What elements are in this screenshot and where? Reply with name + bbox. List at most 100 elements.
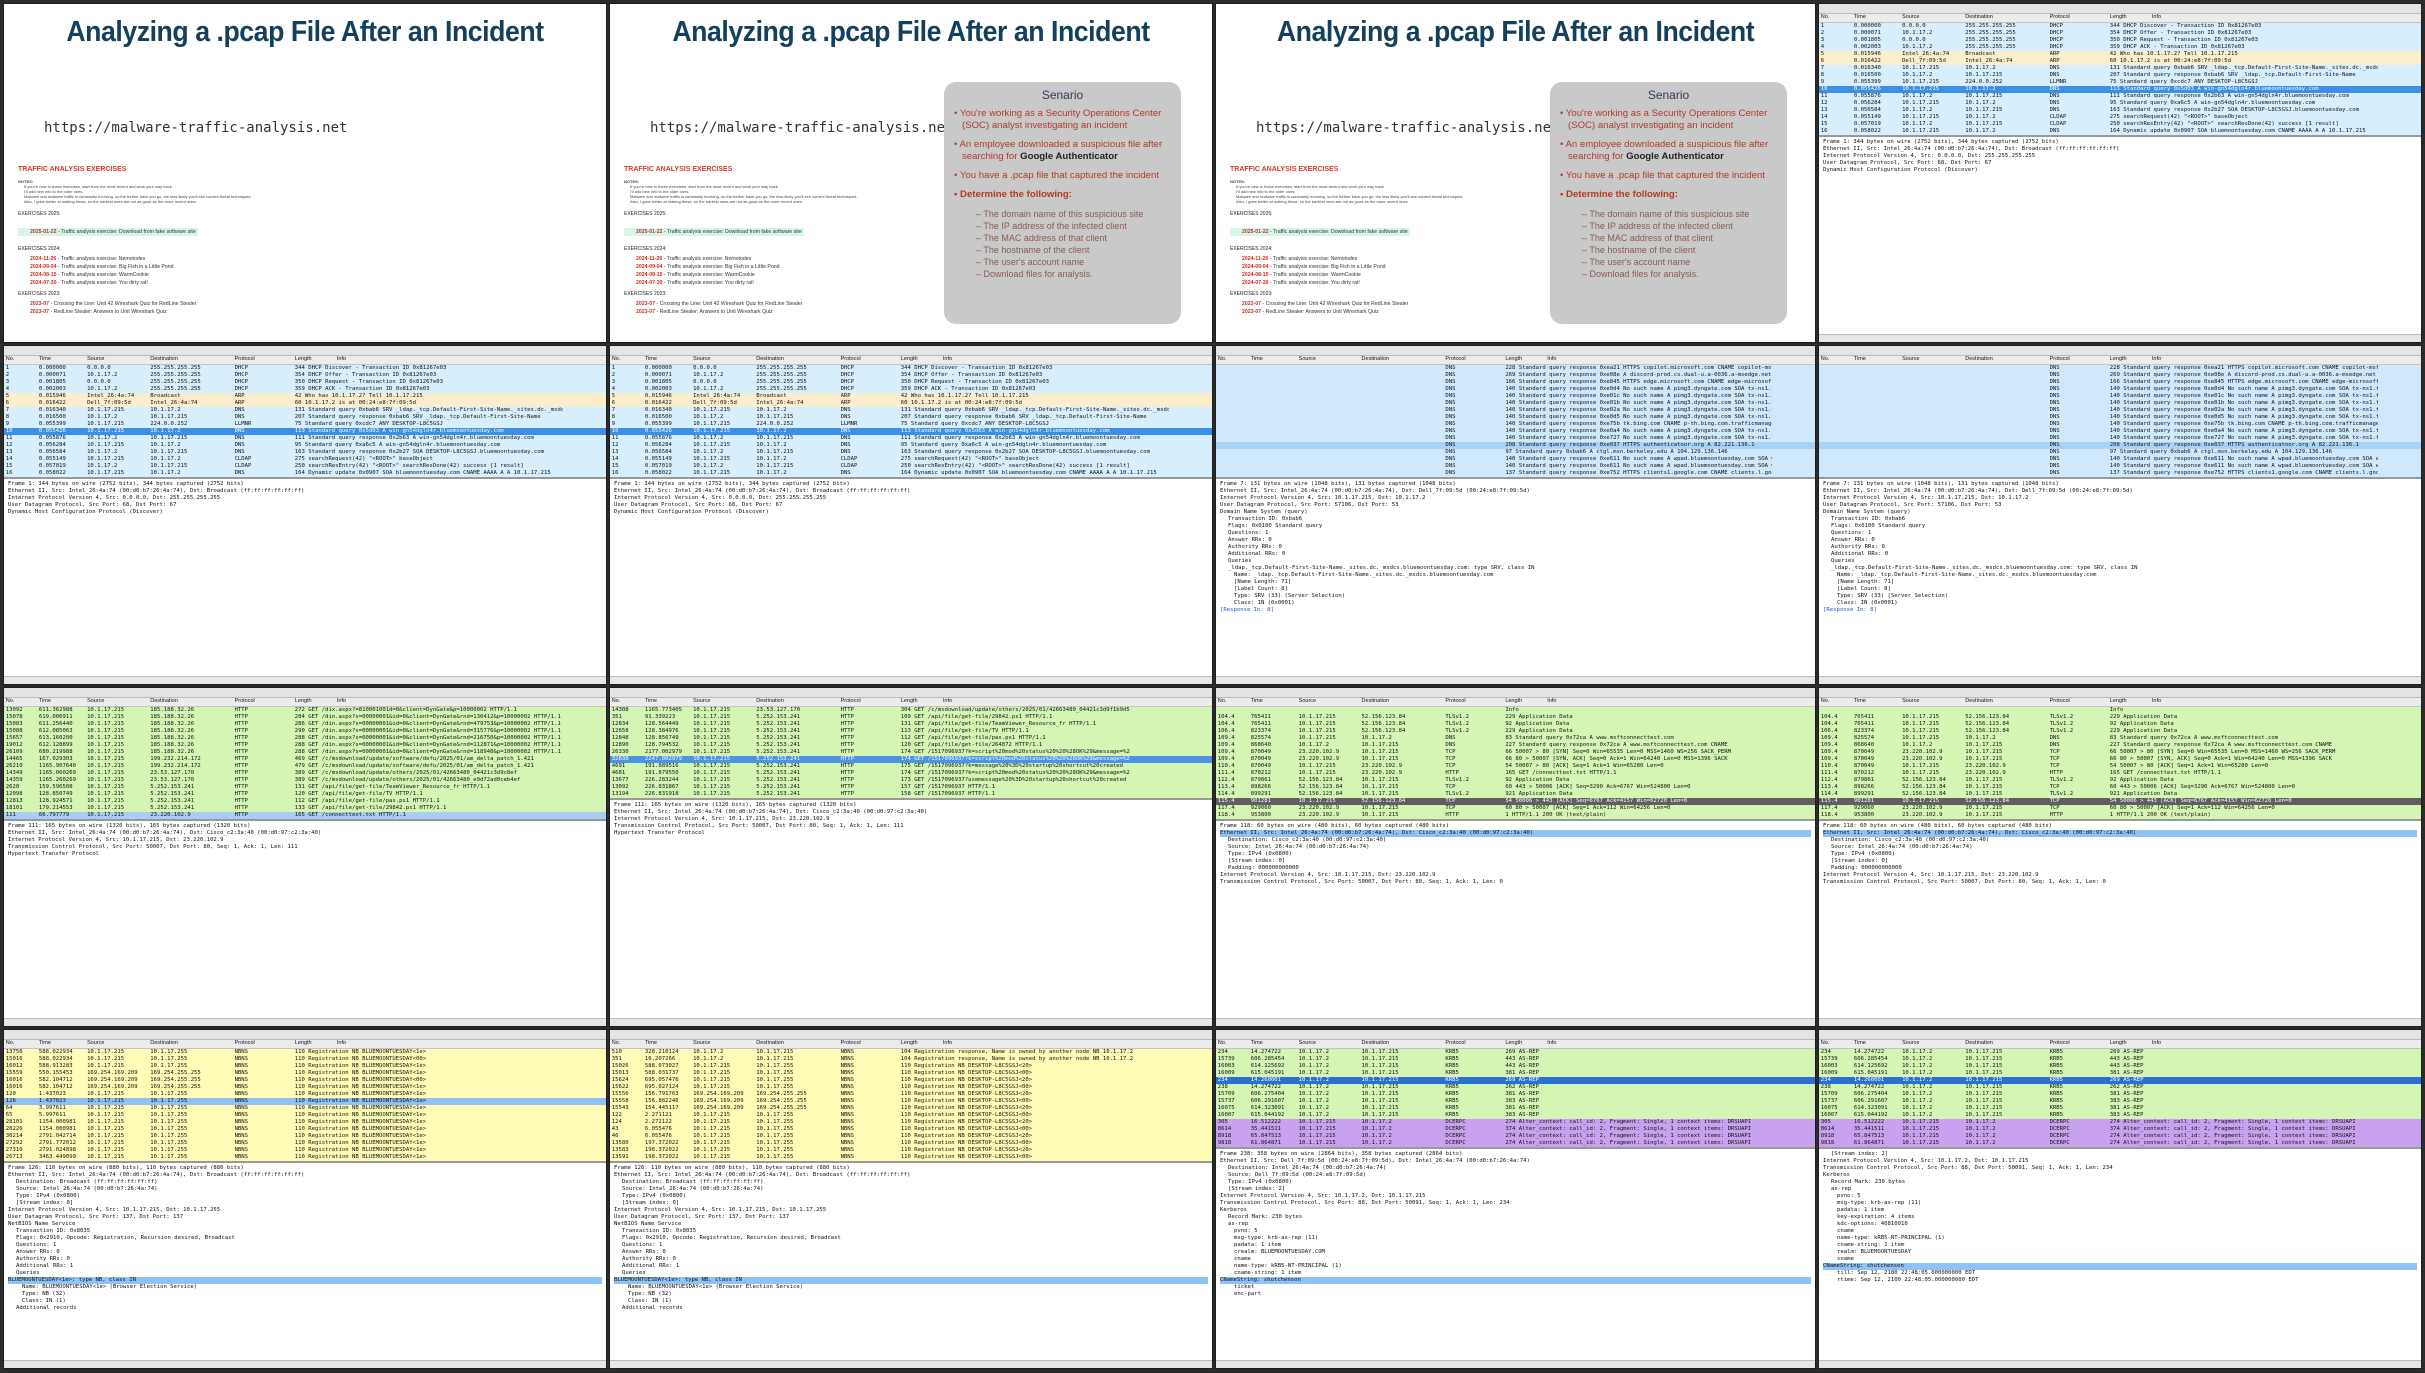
detail-line[interactable]: Source: Intel_26:4a:74 (00:d0:b7:26:4a:7… <box>16 1186 158 1192</box>
packet-row[interactable]: DNS 140 Standard query response 0xe0d4 No… <box>1819 386 2421 393</box>
column-header[interactable]: Length <box>1505 1040 1523 1046</box>
packet-details[interactable]: Frame 126: 110 bytes on wire (880 bits),… <box>4 1161 606 1314</box>
detail-line[interactable]: Internet Protocol Version 4, Src: 10.1.1… <box>1823 495 2029 501</box>
packet-row[interactable]: 14465 167.029303 10.1.17.215 199.232.214.17… <box>4 756 606 763</box>
packet-row[interactable]: 16003 614.125692 10.1.17.2 10.1.17.215 KRB5 4… <box>1819 1063 2421 1070</box>
site-url[interactable]: https://malware-traffic-analysis.net <box>650 120 954 136</box>
packet-row[interactable]: DNS 140 Standard query response 0xe0a4 No… <box>1216 428 1815 435</box>
column-header[interactable]: No. <box>1820 14 1830 20</box>
packet-row[interactable]: 106.4 823374 10.1.17.215 52.156.123.84 TLSv1… <box>1216 728 1815 735</box>
site-url[interactable]: https://malware-traffic-analysis.net <box>44 120 348 136</box>
column-header[interactable]: Time <box>644 356 657 362</box>
detail-line[interactable]: Destination: Cisco_c2:3a:40 (00:d0:97:c2… <box>1228 837 1387 843</box>
packet-row[interactable]: 64 3.997611 10.1.17.215 10.1.17.255 NBNS 110 … <box>4 1105 606 1112</box>
detail-line[interactable]: [Name Length: 71] <box>1234 579 1292 585</box>
detail-line[interactable]: Queries <box>622 1270 646 1276</box>
packet-row[interactable]: 104.4 765411 10.1.17.215 52.156.123.84 TLSv1… <box>1216 721 1815 728</box>
detail-line[interactable]: Ethernet II, Src: Intel_26:4a:74 (00:d0:… <box>8 1172 305 1178</box>
packet-details[interactable]: Frame 1: 344 bytes on wire (2752 bits), … <box>610 477 1212 518</box>
packet-row[interactable]: 12848 128.856749 10.1.17.215 5.252.153.241 H… <box>610 735 1212 742</box>
detail-line[interactable]: Frame 238: 358 bytes on wire (2864 bits)… <box>1220 1151 1463 1157</box>
detail-line[interactable]: Ethernet II, Src: Intel_26:4a:74 (00:d0:… <box>1220 830 1811 837</box>
packet-row[interactable]: 104.4 765411 10.1.17.215 52.156.123.84 TLSv1… <box>1216 714 1815 721</box>
detail-line[interactable]: Transaction ID: 0xbab6 <box>1831 516 1906 522</box>
column-header[interactable]: Info <box>1547 356 1557 362</box>
filter-toolbar[interactable] <box>610 1030 1212 1040</box>
column-header[interactable]: Length <box>1505 698 1523 704</box>
packet-row[interactable]: 6 0.016422 Dell_7f:09:5d Intel_26:4a:74 ARP 6… <box>610 400 1212 407</box>
packet-row[interactable]: 109.4 870049 23.220.102.9 10.1.17.215 TCP 66 … <box>1216 749 1815 756</box>
packet-row[interactable]: 3 0.001805 0.0.0.0 255.255.255.255 DHCP 350 D… <box>610 379 1212 386</box>
packet-row[interactable]: 126 1.437023 10.1.17.215 10.1.17.255 NBNS 110… <box>4 1098 606 1105</box>
column-header[interactable]: Source <box>1298 356 1317 362</box>
packet-list[interactable]: 1 0.000000 0.0.0.0 255.255.255.255 DHCP 344 D… <box>4 365 606 477</box>
column-header[interactable]: Protocol <box>234 698 255 704</box>
detail-line[interactable]: Source: Intel_26:4a:74 (00:d0:b7:26:4a:7… <box>622 1186 764 1192</box>
packet-list[interactable]: 510 328.210124 10.1.17.2 10.1.17.215 NBNS 104… <box>610 1049 1212 1161</box>
packet-row[interactable]: 111.4 870212 10.1.17.215 23.220.102.9 HTTP 16… <box>1819 770 2421 777</box>
packet-row[interactable]: 14 0.055149 10.1.17.215 10.1.17.2 CLDAP 275 s… <box>610 456 1212 463</box>
column-header[interactable]: Source <box>87 1040 105 1046</box>
packet-details[interactable]: Frame 1: 344 bytes on wire (2752 bits), … <box>4 477 606 518</box>
column-header[interactable]: No. <box>5 356 15 362</box>
column-header[interactable]: Info <box>1547 698 1557 704</box>
detail-line[interactable]: Frame 1: 344 bytes on wire (2752 bits), … <box>8 481 244 487</box>
column-header[interactable]: Info <box>336 1040 347 1046</box>
packet-row[interactable]: DNS 140 Standard query response 0xe01c No… <box>1819 393 2421 400</box>
detail-line[interactable]: Flags: 0x2910, Opcode: Registration, Rec… <box>622 1235 841 1241</box>
packet-row[interactable]: 15737 606.291607 10.1.17.2 10.1.17.215 KRB5 3… <box>1216 1098 1815 1105</box>
packet-row[interactable]: 9 0.055399 10.1.17.215 224.0.0.252 LLMNR 75 S… <box>610 421 1212 428</box>
detail-line[interactable]: Internet Protocol Version 4, Src: 10.1.1… <box>1823 872 2039 878</box>
packet-row[interactable]: DNS 140 Standard query response 0xe727 No… <box>1216 435 1815 442</box>
detail-line[interactable]: cname <box>1837 1228 1854 1234</box>
packet-row[interactable]: 8 0.016500 10.1.17.2 10.1.17.215 DNS 207 Stan… <box>4 414 606 421</box>
packet-details[interactable]: Frame 7: 131 bytes on wire (1048 bits), … <box>1216 477 1815 616</box>
detail-line[interactable]: Padding: 000000000000 <box>1831 865 1902 871</box>
detail-line[interactable]: Authority RRs: 0 <box>622 1256 676 1262</box>
packet-row[interactable]: 234 14.274722 10.1.17.2 10.1.17.215 KRB5 269 … <box>1819 1049 2421 1056</box>
packet-row[interactable]: 113.4 898266 52.156.123.84 10.1.17.215 TCP 60… <box>1216 784 1815 791</box>
filter-toolbar[interactable] <box>1216 1030 1815 1040</box>
column-header[interactable]: Destination <box>1965 14 1993 20</box>
packet-row[interactable]: 305 16.512222 10.1.17.215 10.1.17.2 DCERPC 27… <box>1819 1119 2421 1126</box>
detail-line[interactable]: [Response In: 8] <box>1823 607 1877 613</box>
detail-line[interactable]: Transmission Control Protocol, Src Port:… <box>1823 879 2106 885</box>
packet-row[interactable]: 15088 612.085063 10.1.17.215 185.188.32.26 H… <box>4 728 606 735</box>
packet-row[interactable]: 16016 582.104712 169.254.169.209 169.254.25… <box>4 1077 606 1084</box>
detail-line[interactable]: Internet Protocol Version 4, Src: 10.1.1… <box>1220 495 1426 501</box>
column-header[interactable]: Destination <box>1361 1040 1390 1046</box>
packet-details[interactable]: Frame 118: 60 bytes on wire (480 bits), … <box>1819 819 2421 888</box>
column-header[interactable]: Source <box>1902 698 1920 704</box>
column-header[interactable]: Info <box>336 698 347 704</box>
detail-line[interactable]: Transaction ID: 0x8035 <box>622 1228 697 1234</box>
packet-row[interactable]: 43 6.055476 10.1.17.215 10.1.17.255 NBNS 110 … <box>610 1126 1212 1133</box>
detail-line[interactable]: sname <box>1837 1256 1854 1262</box>
column-header[interactable]: Protocol <box>234 356 255 362</box>
detail-line[interactable]: Transmission Control Protocol, Src Port:… <box>8 844 298 850</box>
packet-row[interactable]: 14 0.055149 10.1.17.215 10.1.17.2 CLDAP 275 s… <box>4 456 606 463</box>
exercise-link[interactable]: 2023-07 - Crossing the Line: Unit 42 Wir… <box>18 300 578 308</box>
packet-row[interactable]: 15078 619.006911 10.1.17.215 185.188.32.26 H… <box>4 714 606 721</box>
packet-row[interactable]: 8614 35.441511 10.1.17.215 10.1.17.2 DCERPC 3… <box>1216 1126 1815 1133</box>
packet-row[interactable]: 10 0.055426 10.1.17.215 10.1.17.2 DNS 113 Sta… <box>4 428 606 435</box>
detail-line[interactable]: Internet Protocol Version 4, Src: 10.1.1… <box>614 816 830 822</box>
exercise-link[interactable]: 2024-11-26 - Traffic analysis exercise: … <box>624 255 1184 263</box>
exercise-link[interactable]: 2023-07 - Crossing the Line: Unit 42 Wir… <box>624 300 1184 308</box>
detail-line[interactable]: Ethernet II, Src: Intel_26:4a:74 (00:d0:… <box>614 809 928 815</box>
detail-line[interactable]: Answer RRs: 0 <box>622 1249 666 1255</box>
column-header[interactable]: Protocol <box>2049 1040 2070 1046</box>
detail-line[interactable]: kdc-options: 40810010 <box>1837 1221 1908 1227</box>
column-header[interactable]: Destination <box>1361 698 1390 704</box>
packet-row[interactable]: 32830 2247.002979 10.1.17.215 5.252.153.241… <box>610 756 1212 763</box>
packet-row[interactable]: DNS 140 Standard query response 0xe727 No… <box>1819 435 2421 442</box>
column-header[interactable]: Time <box>38 356 51 362</box>
packet-details[interactable]: Frame 111: 165 bytes on wire (1320 bits)… <box>4 819 606 860</box>
column-header[interactable]: Info <box>2151 1040 2162 1046</box>
packet-row[interactable]: 26109 680.219988 10.1.17.215 185.188.32.26 H… <box>4 749 606 756</box>
packet-row[interactable]: 115.4 901281 10.1.17.215 52.156.123.84 TCP 54… <box>1216 798 1815 805</box>
exercise-link[interactable]: 2024-07-30 - Traffic analysis exercise: … <box>18 279 578 287</box>
packet-row[interactable]: DNS 166 Standard query response 0xe845 HT… <box>1819 379 2421 386</box>
detail-line[interactable]: Internet Protocol Version 4, Src: 0.0.0.… <box>614 495 827 501</box>
detail-line[interactable]: Additional RRs: 0 <box>1228 551 1286 557</box>
detail-line[interactable]: Authority RRs: 0 <box>1831 544 1885 550</box>
